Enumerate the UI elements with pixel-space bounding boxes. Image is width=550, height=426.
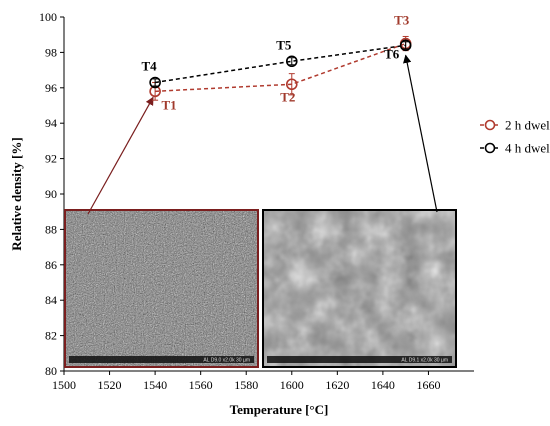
y-tick-label: 98 bbox=[45, 45, 57, 59]
legend-entry-2: 4 h dwell bbox=[480, 141, 550, 156]
sem-info-bar bbox=[69, 356, 254, 363]
x-tick-label: 1520 bbox=[98, 378, 122, 392]
sem-info-bar bbox=[267, 356, 452, 363]
data-point bbox=[285, 55, 298, 68]
sem-inset-1: AL D9.0 x2.0k 30 µm bbox=[64, 209, 259, 368]
axes: 80 82 84 86 88 90 92 94 96 98 100 1500 1520 1540 1560 1… bbox=[9, 10, 474, 417]
y-tick-label: 84 bbox=[45, 293, 57, 307]
y-axis-title: Relative density [%] bbox=[9, 137, 24, 250]
x-axis-title: Temperature [°C] bbox=[230, 402, 329, 417]
y-tick-label: 94 bbox=[45, 116, 57, 130]
y-tick-label: 80 bbox=[45, 364, 57, 378]
x-tick-label: 1620 bbox=[325, 378, 349, 392]
x-tick-label: 1540 bbox=[143, 378, 167, 392]
sem-inset-2: AL D9.1 x2.0k 30 µm bbox=[262, 209, 457, 368]
series: T1 T2 T3 T4 T5 T6 bbox=[142, 13, 412, 112]
point-label: T4 bbox=[142, 58, 158, 73]
sem-image-texture bbox=[65, 210, 258, 367]
legend-marker bbox=[484, 142, 496, 154]
y-tick-label: 100 bbox=[39, 10, 57, 24]
legend-label: 2 h dwell bbox=[505, 118, 550, 133]
legend-label: 4 h dwell bbox=[505, 141, 550, 156]
y-tick-label: 86 bbox=[45, 258, 57, 272]
x-tick-label: 1640 bbox=[371, 378, 395, 392]
point-label: T5 bbox=[276, 37, 292, 52]
y-tick-label: 90 bbox=[45, 187, 57, 201]
y-tick-label: 82 bbox=[45, 329, 57, 343]
legend-entry-1: 2 h dwell bbox=[480, 118, 550, 133]
y-tick-label: 92 bbox=[45, 152, 57, 166]
point-label: T6 bbox=[384, 46, 400, 61]
point-label: T2 bbox=[280, 89, 295, 104]
series-2: T4 T5 T6 bbox=[142, 37, 412, 89]
sem-image-texture bbox=[263, 210, 456, 367]
inset-1-arrow bbox=[87, 96, 154, 215]
y-tick-label: 96 bbox=[45, 81, 57, 95]
legend: 2 h dwell 4 h dwell bbox=[480, 118, 550, 156]
x-tick-label: 1660 bbox=[416, 378, 440, 392]
y-tick-label: 88 bbox=[45, 222, 57, 236]
x-tick-label: 1580 bbox=[234, 378, 258, 392]
data-point bbox=[399, 39, 412, 52]
x-tick-label: 1560 bbox=[189, 378, 213, 392]
sem-border bbox=[262, 209, 457, 368]
legend-marker bbox=[484, 119, 496, 131]
x-tick-label: 1600 bbox=[280, 378, 304, 392]
x-tick-label: 1500 bbox=[52, 378, 76, 392]
sem-border bbox=[64, 209, 259, 368]
data-point bbox=[285, 78, 298, 91]
sem-caption: AL D9.1 x2.0k 30 µm bbox=[401, 358, 448, 364]
sem-caption: AL D9.0 x2.0k 30 µm bbox=[203, 358, 250, 364]
inset-2-arrow bbox=[403, 54, 438, 213]
sem-insets: AL D9.0 x2.0k 30 µm AL D9.1 x2.0k 30 µm bbox=[64, 54, 457, 368]
data-point bbox=[149, 76, 161, 89]
point-label: T1 bbox=[162, 97, 177, 112]
point-label: T3 bbox=[394, 13, 410, 28]
